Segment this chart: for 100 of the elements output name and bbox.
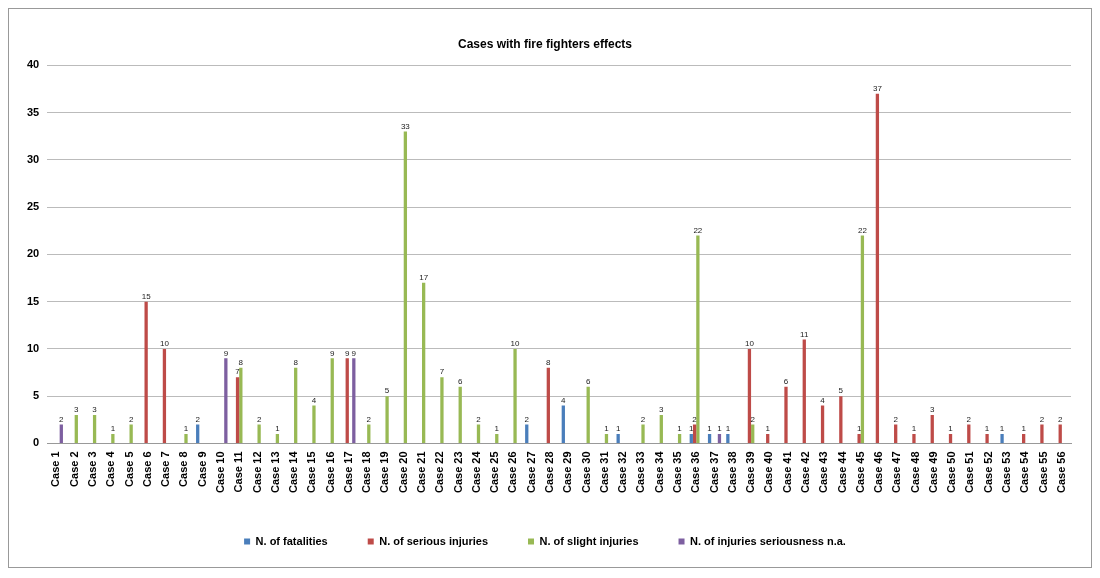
data-label: 9 bbox=[345, 348, 351, 358]
x-tick-label: Case 8 bbox=[177, 451, 190, 487]
bar bbox=[839, 396, 843, 443]
data-label: 7 bbox=[439, 367, 445, 377]
bar bbox=[92, 415, 97, 443]
x-tick-label: Case 30 bbox=[579, 451, 592, 494]
x-tick-label: Case 12 bbox=[250, 451, 263, 494]
data-label: 1 bbox=[765, 424, 771, 434]
data-label: 9 bbox=[223, 348, 229, 358]
data-label: 2 bbox=[128, 414, 134, 424]
data-label: 7 bbox=[235, 367, 241, 377]
data-label: 1 bbox=[183, 424, 189, 434]
x-tick-label: Case 51 bbox=[963, 451, 976, 494]
data-label: 3 bbox=[74, 405, 80, 415]
x-tick-label: Case 22 bbox=[433, 451, 446, 494]
data-label: 2 bbox=[256, 414, 262, 424]
legend-label: N. of fatalities bbox=[255, 534, 328, 547]
x-tick-label: Case 29 bbox=[561, 451, 574, 494]
data-label: 9 bbox=[351, 348, 357, 358]
bar bbox=[604, 433, 609, 443]
bar bbox=[312, 405, 316, 443]
data-label: 37 bbox=[872, 83, 883, 93]
x-tick-label: Case 1 bbox=[49, 451, 62, 487]
data-label: 1 bbox=[725, 424, 731, 434]
data-label: 9 bbox=[330, 348, 336, 358]
data-label: 1 bbox=[856, 424, 862, 434]
x-tick-label: Case 15 bbox=[305, 451, 318, 494]
data-label: 22 bbox=[693, 225, 703, 235]
bar bbox=[659, 415, 663, 443]
data-label: 6 bbox=[585, 376, 591, 386]
y-tick-label: 40 bbox=[26, 58, 40, 71]
data-label: 8 bbox=[238, 358, 244, 368]
data-label: 2 bbox=[524, 414, 530, 424]
bar bbox=[513, 348, 517, 443]
data-label: 8 bbox=[546, 358, 552, 368]
data-label: 2 bbox=[59, 414, 65, 424]
x-tick-label: Case 28 bbox=[543, 451, 556, 494]
data-label: 6 bbox=[783, 376, 789, 386]
bar bbox=[74, 415, 78, 443]
bar bbox=[561, 405, 565, 443]
data-label: 1 bbox=[717, 424, 723, 434]
bar bbox=[385, 396, 389, 443]
data-label: 22 bbox=[857, 225, 868, 235]
data-label: 2 bbox=[640, 414, 646, 424]
y-tick-label: 0 bbox=[33, 436, 40, 449]
bar bbox=[985, 433, 989, 443]
data-label: 4 bbox=[311, 395, 317, 405]
data-label: 2 bbox=[966, 414, 972, 424]
bar bbox=[224, 358, 228, 443]
x-tick-label: Case 6 bbox=[140, 451, 153, 487]
data-label: 5 bbox=[838, 386, 844, 396]
data-label: 2 bbox=[476, 414, 482, 424]
legend-label: N. of slight injuries bbox=[539, 534, 639, 547]
data-label: 2 bbox=[750, 414, 756, 424]
data-label: 15 bbox=[141, 291, 152, 301]
x-tick-label: Case 40 bbox=[762, 451, 775, 494]
x-tick-label: Case 25 bbox=[488, 451, 501, 494]
bar bbox=[330, 358, 334, 443]
x-tick-label: Case 42 bbox=[798, 451, 811, 494]
bar bbox=[352, 358, 356, 443]
data-label: 1 bbox=[689, 424, 695, 434]
bar bbox=[912, 433, 916, 443]
data-label: 1 bbox=[110, 424, 116, 434]
bar bbox=[235, 377, 240, 443]
data-label: 6 bbox=[457, 376, 463, 386]
bar bbox=[717, 433, 722, 443]
x-tick-label: Case 23 bbox=[451, 451, 464, 494]
x-tick-label: Case 2 bbox=[67, 451, 80, 487]
data-label: 2 bbox=[692, 414, 698, 424]
bar bbox=[707, 433, 712, 443]
bar bbox=[239, 367, 243, 443]
x-tick-label: Case 45 bbox=[853, 451, 866, 494]
bar bbox=[294, 367, 298, 443]
x-tick-label: Case 31 bbox=[597, 451, 610, 494]
data-label: 1 bbox=[707, 424, 713, 434]
bar bbox=[440, 377, 444, 443]
bar bbox=[1040, 424, 1044, 443]
data-label: 4 bbox=[561, 395, 567, 405]
data-label: 1 bbox=[911, 424, 917, 434]
bar bbox=[641, 424, 645, 443]
x-tick-label: Case 16 bbox=[323, 451, 336, 494]
bar bbox=[162, 348, 167, 443]
data-label: 2 bbox=[366, 414, 372, 424]
data-label: 1 bbox=[494, 424, 500, 434]
data-label: 4 bbox=[820, 395, 826, 405]
x-tick-label: Case 9 bbox=[195, 451, 208, 487]
x-tick-label: Case 48 bbox=[908, 451, 921, 494]
y-tick-label: 25 bbox=[26, 200, 40, 213]
x-tick-label: Case 17 bbox=[341, 451, 354, 494]
y-tick-label: 20 bbox=[26, 247, 40, 260]
bar bbox=[616, 433, 620, 443]
bar bbox=[766, 433, 770, 443]
bar bbox=[930, 415, 934, 443]
data-label: 1 bbox=[948, 424, 954, 434]
bar bbox=[820, 405, 825, 443]
data-label: 33 bbox=[400, 121, 411, 131]
x-tick-label: Case 11 bbox=[232, 451, 245, 493]
x-tick-label: Case 44 bbox=[835, 450, 848, 494]
x-tick-label: Case 49 bbox=[926, 451, 939, 494]
x-tick-label: Case 54 bbox=[1018, 450, 1031, 494]
